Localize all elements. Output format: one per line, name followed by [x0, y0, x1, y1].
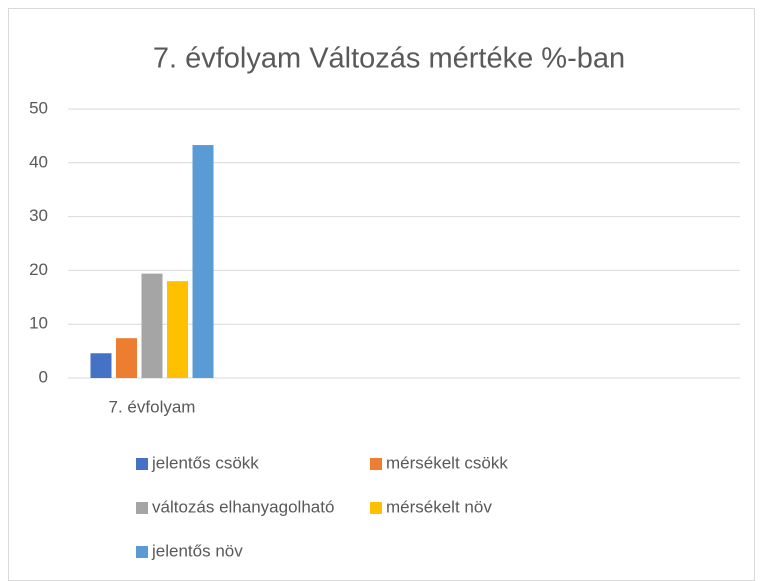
y-tick-label: 50 — [29, 98, 48, 117]
legend-label: jelentős növ — [151, 541, 243, 560]
legend-label: mérsékelt csökk — [386, 453, 508, 472]
legend-swatch — [370, 502, 382, 514]
y-tick-label: 10 — [29, 314, 48, 333]
chart-title: 7. évfolyam Változás mértéke %-ban — [153, 43, 625, 75]
legend-swatch — [136, 458, 148, 470]
bar — [192, 145, 214, 378]
y-tick-label: 0 — [39, 367, 48, 386]
bar — [141, 273, 163, 378]
y-tick-label: 30 — [29, 206, 48, 225]
bar — [116, 338, 137, 378]
legend-swatch — [136, 546, 148, 558]
legend-swatch — [136, 502, 148, 514]
y-tick-label: 40 — [29, 152, 48, 171]
legend-label: változás elhanyagolható — [152, 497, 334, 516]
chart-border — [8, 8, 755, 581]
x-tick-label: 7. évfolyam — [109, 397, 196, 416]
y-tick-label: 20 — [29, 260, 48, 279]
legend-label: mérsékelt növ — [386, 497, 492, 516]
bar — [167, 281, 188, 378]
legend-label: jelentős csökk — [151, 453, 259, 472]
bar — [90, 353, 112, 378]
legend-swatch — [370, 458, 382, 470]
